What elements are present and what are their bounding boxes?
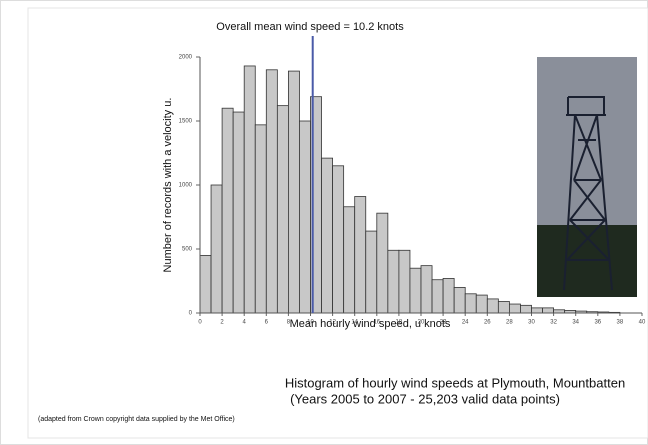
bar [520, 305, 531, 313]
bar [421, 266, 432, 313]
bar [333, 166, 344, 313]
y-tick-label: 2000 [179, 55, 193, 61]
bar [443, 278, 454, 313]
y-tick-label: 500 [182, 247, 193, 253]
x-tick-label: 22 [440, 320, 447, 326]
bar [288, 71, 299, 313]
bar [476, 295, 487, 313]
x-tick-label: 26 [484, 320, 491, 326]
bar [543, 308, 554, 313]
bar [244, 66, 255, 313]
bar [344, 207, 355, 313]
tower-photo [537, 57, 637, 297]
mean-annotation: Overall mean wind speed = 10.2 knots [216, 21, 404, 33]
chart-subtitle: (Years 2005 to 2007 - 25,203 valid data … [290, 391, 560, 406]
bar [222, 108, 233, 313]
bar [200, 255, 211, 313]
source-note: (adapted from Crown copyright data suppl… [38, 416, 235, 423]
x-tick-label: 20 [418, 320, 425, 326]
x-tick-label: 10 [307, 320, 314, 326]
bar [266, 70, 277, 313]
bar [454, 287, 465, 313]
x-tick-label: 30 [528, 320, 535, 326]
bar [299, 121, 310, 313]
chart-title: Histogram of hourly wind speeds at Plymo… [285, 375, 625, 390]
y-tick-label: 1500 [179, 119, 193, 125]
bar [410, 268, 421, 313]
bar [233, 112, 244, 313]
x-tick-label: 14 [351, 320, 358, 326]
bar [322, 158, 333, 313]
x-tick-label: 28 [506, 320, 513, 326]
y-tick-label: 1000 [179, 183, 193, 189]
bar [366, 231, 377, 313]
y-axis-label: Number of records with a velocity u. [162, 98, 174, 273]
bar [255, 125, 266, 313]
x-tick-label: 24 [462, 320, 469, 326]
chart: Overall mean wind speed = 10.2 knots Mea… [0, 0, 648, 445]
bar [399, 250, 410, 313]
bar [432, 280, 443, 313]
x-tick-label: 36 [594, 320, 601, 326]
x-tick-label: 34 [572, 320, 579, 326]
x-tick-label: 18 [396, 320, 403, 326]
bar [355, 197, 366, 313]
bar [211, 185, 222, 313]
x-tick-label: 38 [617, 320, 624, 326]
bar [377, 213, 388, 313]
bar [388, 250, 399, 313]
bar [277, 106, 288, 313]
x-tick-label: 12 [329, 320, 336, 326]
bar [498, 301, 509, 313]
x-tick-label: 40 [639, 320, 646, 326]
bar [487, 299, 498, 313]
bar [465, 294, 476, 313]
bar [532, 308, 543, 313]
bar [509, 304, 520, 313]
x-tick-label: 32 [550, 320, 557, 326]
x-tick-label: 16 [373, 320, 380, 326]
